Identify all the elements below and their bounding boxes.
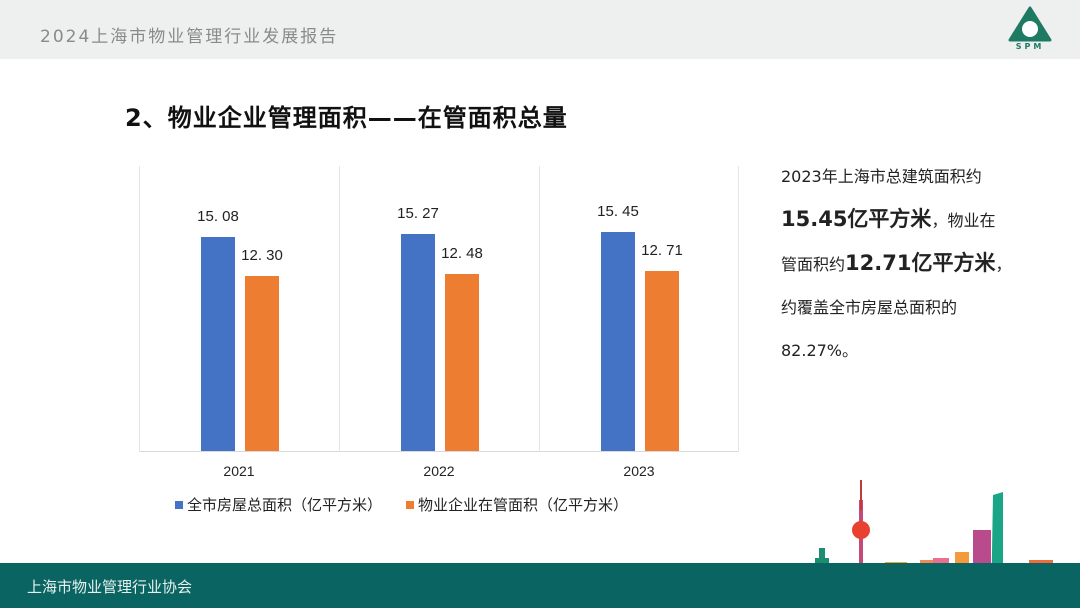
bar-2023-total — [601, 231, 635, 451]
legend-swatch-blue — [175, 500, 183, 509]
page-title: 2、物业企业管理面积——在管面积总量 — [125, 104, 568, 132]
summary-line: 15.45亿平方米，物业在 — [781, 207, 996, 231]
legend-item-total-area: 全市房屋总面积（亿平方米） — [175, 494, 382, 515]
summary-line: 2023年上海市总建筑面积约 — [781, 167, 982, 186]
data-label: 15. 45 — [597, 202, 639, 220]
spm-logo: SPM — [1005, 6, 1055, 56]
data-label: 15. 27 — [397, 205, 439, 223]
legend-label: 全市房屋总面积（亿平方米） — [187, 496, 383, 514]
data-label: 12. 71 — [641, 241, 683, 259]
legend-item-managed-area: 物业企业在管面积（亿平方米） — [406, 494, 628, 515]
chart-legend: 全市房屋总面积（亿平方米） 物业企业在管面积（亿平方米） — [175, 494, 628, 515]
bar-2021-total — [201, 236, 235, 451]
data-label: 12. 30 — [241, 247, 283, 265]
data-label: 15. 08 — [197, 207, 239, 225]
x-tick-label: 2021 — [223, 463, 255, 479]
header-bar: 2024上海市物业管理行业发展报告 SPM — [0, 0, 1080, 59]
summary-line: 管面积约12.71亿平方米， — [781, 251, 1012, 275]
summary-line: 约覆盖全市房屋总面积的 — [781, 298, 958, 317]
data-label: 12. 48 — [441, 244, 483, 262]
x-tick-label: 2023 — [623, 463, 655, 479]
legend-label: 物业企业在管面积（亿平方米） — [418, 496, 629, 514]
summary-line: 82.27%。 — [781, 341, 859, 360]
logo-text: SPM — [1015, 42, 1045, 51]
grid-line — [539, 166, 540, 452]
footer-organization: 上海市物业管理行业协会 — [27, 578, 193, 596]
grid-line — [139, 166, 140, 452]
report-title: 2024上海市物业管理行业发展报告 — [40, 27, 339, 47]
grid-line — [738, 166, 739, 452]
summary-text: 2023年上海市总建筑面积约 15.45亿平方米，物业在 管面积约12.71亿平… — [781, 155, 1041, 372]
bar-2022-managed — [445, 273, 479, 451]
logo-triangle-icon — [1008, 6, 1052, 42]
bar-2023-managed — [645, 270, 679, 451]
footer-bar: 上海市物业管理行业协会 — [0, 563, 1080, 608]
bar-chart-plot — [139, 166, 739, 452]
grid-line — [339, 166, 340, 452]
legend-swatch-orange — [406, 500, 415, 509]
bar-2022-total — [401, 234, 435, 451]
bar-2021-managed — [245, 276, 279, 451]
x-tick-label: 2022 — [423, 463, 455, 479]
